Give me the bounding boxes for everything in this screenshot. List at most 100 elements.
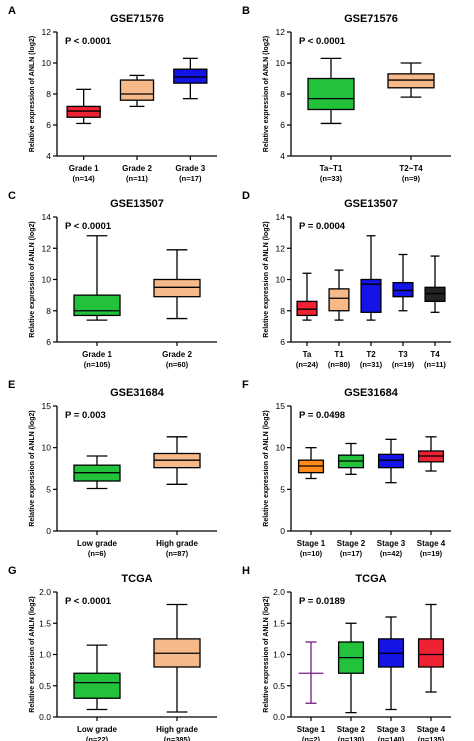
y-axis-label: Relative expression of ANLN (log2) bbox=[263, 596, 270, 712]
y-tick-label: 14 bbox=[276, 212, 286, 222]
panel-title: GSE13507 bbox=[344, 198, 398, 210]
y-tick-label: 14 bbox=[42, 212, 52, 222]
y-tick-label: 6 bbox=[280, 337, 285, 347]
box-2: T1(n=80) bbox=[328, 269, 351, 369]
panel-title: GSE31684 bbox=[110, 387, 165, 399]
category-label: Stage 1 bbox=[297, 725, 326, 734]
panel-letter: E bbox=[8, 379, 15, 391]
n-label: (n=385) bbox=[164, 735, 191, 741]
p-value: P < 0.0001 bbox=[65, 36, 112, 47]
n-label: (n=22) bbox=[86, 735, 109, 741]
panel-letter: F bbox=[242, 379, 249, 391]
y-tick-label: 8 bbox=[46, 306, 51, 316]
n-label: (n=31) bbox=[360, 360, 383, 369]
category-label: Grade 2 bbox=[122, 164, 152, 173]
y-tick-label: 10 bbox=[42, 275, 52, 285]
box-3: Stage 3(n=140) bbox=[377, 616, 406, 741]
category-label: T2~T4 bbox=[399, 164, 423, 173]
y-tick-label: 10 bbox=[276, 58, 286, 68]
n-label: (n=9) bbox=[402, 174, 421, 183]
n-label: (n=11) bbox=[126, 174, 148, 183]
n-label: (n=2) bbox=[302, 735, 321, 741]
n-label: (n=105) bbox=[84, 360, 111, 369]
y-axis-label: Relative expression of ANLN (log2) bbox=[29, 36, 36, 152]
box-2: Stage 2(n=130) bbox=[337, 622, 366, 741]
y-tick-label: 12 bbox=[276, 243, 286, 253]
panel-letter: D bbox=[242, 190, 250, 202]
category-label: High grade bbox=[156, 539, 198, 548]
p-value: P < 0.0001 bbox=[65, 596, 112, 607]
box-1: Low grade(n=22) bbox=[73, 644, 121, 741]
iqr-box bbox=[173, 68, 208, 84]
panel-title: TCGA bbox=[121, 573, 152, 585]
y-tick-label: 0.0 bbox=[39, 712, 51, 722]
n-label: (n=33) bbox=[320, 174, 343, 183]
p-value: P = 0.0498 bbox=[299, 410, 345, 421]
category-label: T1 bbox=[334, 350, 344, 359]
y-tick-label: 12 bbox=[42, 243, 52, 253]
box-5: T4(n=11) bbox=[424, 255, 446, 369]
n-label: (n=87) bbox=[166, 549, 189, 558]
iqr-box bbox=[424, 286, 446, 303]
category-label: Stage 2 bbox=[337, 539, 366, 548]
n-label: (n=11) bbox=[424, 360, 446, 369]
panel-letter: A bbox=[8, 5, 16, 17]
y-tick-label: 15 bbox=[276, 401, 286, 411]
category-label: Grade 1 bbox=[69, 164, 99, 173]
iqr-box bbox=[119, 79, 155, 101]
y-tick-label: 15 bbox=[42, 401, 52, 411]
panel-letter: H bbox=[242, 565, 250, 577]
n-label: (n=17) bbox=[179, 174, 202, 183]
box-3: Grade 3(n=17) bbox=[173, 57, 208, 183]
panel-c: C GSE13507 6 8 10 12 14 Relative expression of … bbox=[8, 190, 217, 369]
y-tick-label: 1.0 bbox=[273, 650, 285, 660]
box-1: Ta~T1(n=33) bbox=[307, 57, 355, 183]
category-label: Low grade bbox=[77, 539, 118, 548]
category-label: High grade bbox=[156, 725, 198, 734]
y-tick-label: 12 bbox=[42, 27, 52, 37]
y-tick-label: 5 bbox=[46, 484, 51, 494]
box-1: Stage 1(n=2) bbox=[297, 641, 326, 741]
y-tick-label: 2.0 bbox=[39, 587, 51, 597]
y-tick-label: 0 bbox=[280, 526, 285, 536]
iqr-box bbox=[73, 294, 121, 317]
y-axis-label: Relative expression of ANLN (log2) bbox=[263, 221, 270, 337]
n-label: (n=130) bbox=[338, 735, 365, 741]
panel-letter: C bbox=[8, 190, 16, 202]
panel-d: D GSE13507 6 8 10 12 14 Relative expression of … bbox=[242, 190, 451, 369]
category-label: T2 bbox=[366, 350, 376, 359]
iqr-box bbox=[153, 278, 201, 298]
y-tick-label: 0.5 bbox=[273, 681, 285, 691]
n-label: (n=42) bbox=[380, 549, 403, 558]
panel-a: A GSE71576 4 6 8 10 12 Relative expression of A… bbox=[8, 5, 217, 183]
box-1: Ta(n=24) bbox=[296, 272, 319, 369]
box-2: High grade(n=87) bbox=[153, 436, 201, 558]
y-tick-label: 1.0 bbox=[39, 650, 51, 660]
p-value: P < 0.0001 bbox=[65, 221, 112, 232]
n-label: (n=19) bbox=[420, 549, 443, 558]
p-value: P = 0.0189 bbox=[299, 596, 345, 607]
y-tick-label: 6 bbox=[280, 120, 285, 130]
y-axis-label: Relative expression of ANLN (log2) bbox=[29, 596, 36, 712]
iqr-box bbox=[387, 73, 435, 89]
y-tick-label: 0.0 bbox=[273, 712, 285, 722]
y-tick-label: 6 bbox=[46, 120, 51, 130]
y-axis-label: Relative expression of ANLN (log2) bbox=[29, 221, 36, 337]
n-label: (n=80) bbox=[328, 360, 351, 369]
box-2: Grade 2(n=11) bbox=[119, 74, 155, 183]
box-1: Stage 1(n=10) bbox=[297, 447, 326, 558]
box-3: T2(n=31) bbox=[360, 235, 383, 369]
y-axis-label: Relative expression of ANLN (log2) bbox=[263, 36, 270, 152]
y-tick-label: 4 bbox=[280, 151, 285, 161]
iqr-box bbox=[392, 281, 414, 298]
n-label: (n=14) bbox=[73, 174, 96, 183]
n-label: (n=60) bbox=[166, 360, 189, 369]
category-label: Stage 4 bbox=[417, 725, 446, 734]
y-tick-label: 8 bbox=[280, 306, 285, 316]
n-label: (n=135) bbox=[418, 735, 445, 741]
category-label: Stage 1 bbox=[297, 539, 326, 548]
y-tick-label: 5 bbox=[280, 484, 285, 494]
category-label: Low grade bbox=[77, 725, 118, 734]
